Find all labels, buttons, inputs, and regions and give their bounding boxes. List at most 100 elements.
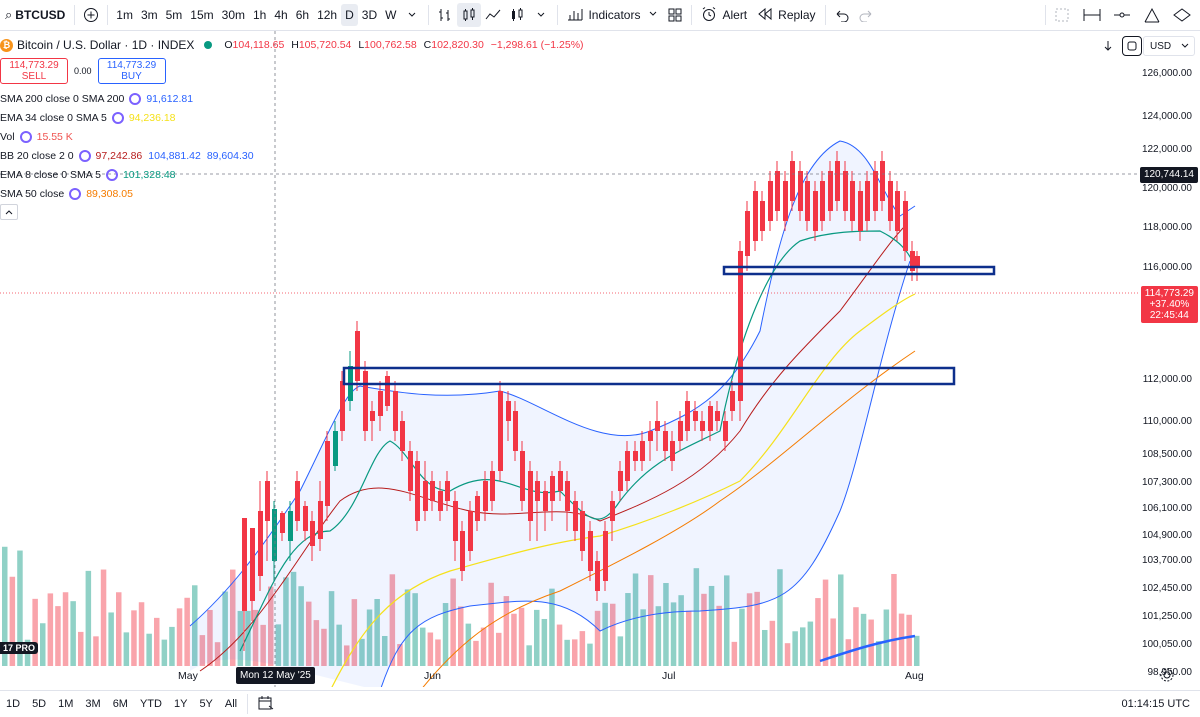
price-label: 112,000.00 bbox=[1142, 374, 1192, 385]
last-price-tag: 114,773.29 +37.40% 22:45:44 bbox=[1140, 286, 1198, 323]
candle-body bbox=[888, 181, 893, 221]
symbol-search[interactable]: ⌕ BTCUSD bbox=[0, 0, 70, 31]
currency-selector[interactable]: USD bbox=[1143, 36, 1195, 56]
top-toolbar: ⌕ BTCUSD 1m 3m 5m 15m 30m 1h 4h 6h 12h D 3D W Indic… bbox=[0, 0, 1200, 31]
interval-d[interactable]: D bbox=[341, 4, 358, 26]
auto-scale-icon[interactable] bbox=[1122, 36, 1142, 56]
interval-3d[interactable]: 3D bbox=[361, 8, 378, 22]
indicator-row[interactable]: EMA 34 close 0 SMA 5 94,236.18 bbox=[0, 108, 260, 127]
interval-w[interactable]: W bbox=[385, 8, 397, 22]
interval-15m[interactable]: 15m bbox=[190, 8, 214, 22]
indicators-button[interactable]: Indicators bbox=[562, 0, 663, 31]
indicator-row[interactable]: BB 20 close 2 0 97,242.86 104,881.42 89,604… bbox=[0, 146, 260, 165]
volume-bar bbox=[9, 576, 16, 666]
candle-body bbox=[303, 506, 308, 531]
pitchfork-icon[interactable] bbox=[1140, 3, 1164, 27]
volume-bar bbox=[480, 627, 487, 666]
chevron-down-icon[interactable] bbox=[529, 3, 553, 27]
volume-bar bbox=[344, 645, 350, 666]
volume-bar bbox=[883, 609, 890, 666]
range-all[interactable]: All bbox=[224, 698, 238, 710]
source-toggle-icon[interactable] bbox=[19, 130, 32, 143]
volume-bar bbox=[670, 602, 677, 666]
volume-bar bbox=[62, 592, 69, 666]
crosshair-date-tag: Mon 12 May '25 bbox=[236, 667, 315, 684]
range-5y[interactable]: 5Y bbox=[199, 698, 213, 710]
source-toggle-icon[interactable] bbox=[78, 149, 91, 162]
range-3m[interactable]: 3M bbox=[85, 698, 101, 710]
candle-body bbox=[895, 191, 900, 231]
utc-clock[interactable]: 01:14:15 UTC bbox=[1121, 698, 1190, 710]
volume-bar bbox=[214, 642, 221, 666]
collapse-legend-button[interactable] bbox=[0, 204, 18, 220]
horizontal-line-icon[interactable] bbox=[1110, 3, 1134, 27]
volume-bar bbox=[663, 583, 669, 666]
price-chart[interactable] bbox=[0, 31, 1138, 687]
source-toggle-icon[interactable] bbox=[69, 187, 82, 200]
source-toggle-icon[interactable] bbox=[105, 168, 118, 181]
indicator-name: SMA 50 close bbox=[0, 187, 65, 200]
interval-1h[interactable]: 1h bbox=[252, 8, 267, 22]
range-ytd[interactable]: YTD bbox=[139, 698, 162, 710]
candle-body bbox=[280, 513, 285, 533]
source-toggle-icon[interactable] bbox=[111, 111, 124, 124]
layout-icon[interactable] bbox=[1050, 3, 1074, 27]
date-range-icon[interactable] bbox=[1080, 3, 1104, 27]
arrow-down-icon[interactable] bbox=[1098, 36, 1118, 56]
price-scale[interactable]: USD 126,000.00 124,000.00 122,000.00 120,00… bbox=[1104, 31, 1200, 687]
settings-gear-icon[interactable] bbox=[1160, 668, 1174, 685]
chart-pane[interactable] bbox=[0, 31, 1138, 687]
hollow-candles-icon[interactable] bbox=[505, 3, 529, 27]
templates-grid-icon[interactable] bbox=[663, 3, 687, 27]
indicator-row[interactable]: SMA 200 close 0 SMA 200 91,612.81 bbox=[0, 89, 260, 108]
replay-button[interactable]: Replay bbox=[752, 0, 820, 31]
candles-chart-icon[interactable] bbox=[457, 3, 482, 27]
buy-button[interactable]: 114,773.29 BUY bbox=[97, 58, 166, 84]
candle-body bbox=[873, 171, 878, 211]
indicator-row[interactable]: Vol 15.55 K bbox=[0, 127, 260, 146]
line-chart-icon[interactable] bbox=[481, 3, 505, 27]
add-symbol-icon[interactable] bbox=[79, 3, 103, 27]
range-6m[interactable]: 6M bbox=[112, 698, 128, 710]
volume-bar bbox=[724, 575, 730, 666]
interval-5m[interactable]: 5m bbox=[165, 8, 183, 22]
volume-bar bbox=[404, 589, 411, 666]
chevron-down-icon bbox=[648, 8, 658, 22]
volume-bar bbox=[427, 632, 434, 666]
volume-bar bbox=[55, 606, 61, 666]
candle-body bbox=[685, 401, 690, 431]
undo-icon[interactable] bbox=[830, 3, 854, 27]
volume-bar bbox=[275, 624, 282, 666]
volume-bar bbox=[800, 627, 806, 666]
interval-12h[interactable]: 12h bbox=[317, 8, 338, 22]
redo-icon[interactable] bbox=[854, 3, 878, 27]
candle-body bbox=[265, 481, 270, 521]
calendar-goto-icon[interactable] bbox=[258, 695, 274, 713]
range-5d[interactable]: 5D bbox=[32, 698, 47, 710]
indicator-row[interactable]: SMA 50 close 89,308.05 bbox=[0, 184, 260, 203]
range-1d[interactable]: 1D bbox=[6, 698, 21, 710]
indicator-row[interactable]: EMA 8 close 0 SMA 5 101,328.48 bbox=[0, 165, 260, 184]
interval-6h[interactable]: 6h bbox=[295, 8, 310, 22]
chevron-down-icon bbox=[1181, 43, 1189, 48]
interval-30m[interactable]: 30m bbox=[221, 8, 245, 22]
bars-chart-icon[interactable] bbox=[433, 3, 457, 27]
search-icon: ⌕ bbox=[5, 7, 13, 22]
interval-group: 1m 3m 5m 15m 30m 1h 4h 6h 12h D 3D W bbox=[112, 4, 400, 26]
chevron-down-icon[interactable] bbox=[400, 3, 424, 27]
range-1m[interactable]: 1M bbox=[58, 698, 74, 710]
candle-body bbox=[723, 421, 728, 441]
interval-1m[interactable]: 1m bbox=[116, 8, 133, 22]
sell-button[interactable]: 114,773.29 SELL bbox=[0, 58, 68, 84]
interval-3m[interactable]: 3m bbox=[140, 8, 158, 22]
time-axis[interactable]: May Jun Jul Aug Mon 12 May '25 bbox=[0, 666, 1174, 687]
interval-4h[interactable]: 4h bbox=[274, 8, 288, 22]
shape-icon[interactable] bbox=[1170, 3, 1194, 27]
candle-body bbox=[753, 191, 758, 241]
price-label: 116,000.00 bbox=[1142, 262, 1192, 273]
alert-button[interactable]: Alert bbox=[696, 0, 752, 31]
range-1y[interactable]: 1Y bbox=[173, 698, 188, 710]
alarm-clock-icon bbox=[701, 6, 717, 25]
source-toggle-icon[interactable] bbox=[129, 92, 142, 105]
indicator-list: SMA 200 close 0 SMA 200 91,612.81 EMA 34 c… bbox=[0, 89, 260, 203]
